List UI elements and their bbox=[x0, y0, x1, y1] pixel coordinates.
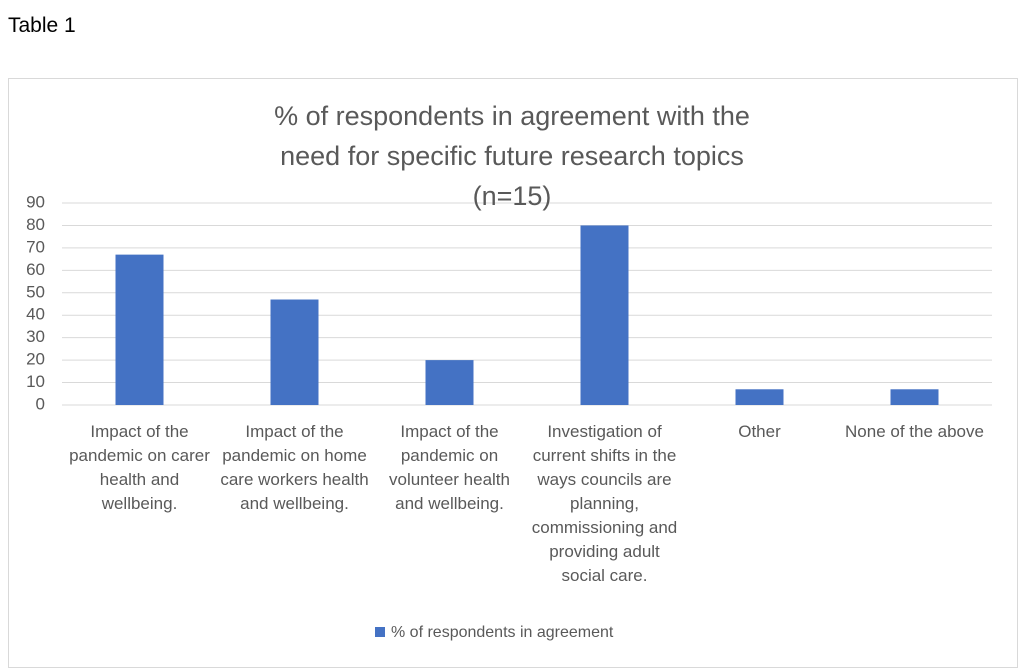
bar bbox=[425, 360, 474, 405]
y-tick-label: 20 bbox=[26, 350, 45, 369]
y-tick-label: 50 bbox=[26, 282, 45, 301]
x-tick-label: Impact of the pandemic on home care work… bbox=[220, 422, 369, 513]
chart-frame bbox=[8, 78, 1018, 668]
legend-label: % of respondents in agreement bbox=[391, 624, 614, 641]
heading: Table 1 bbox=[8, 14, 76, 37]
y-tick-label: 60 bbox=[26, 260, 45, 279]
bar bbox=[580, 225, 629, 405]
y-tick-label: 10 bbox=[26, 372, 45, 391]
bar bbox=[735, 389, 784, 405]
y-tick-label: 90 bbox=[26, 192, 45, 211]
x-tick-label: Other bbox=[738, 422, 781, 441]
chart-title: % of respondents in agreement with the n… bbox=[274, 101, 750, 211]
x-tick-label: Investigation of current shifts in the w… bbox=[531, 422, 678, 585]
y-tick-label: 40 bbox=[26, 305, 45, 324]
legend-swatch bbox=[375, 627, 385, 637]
bar bbox=[270, 299, 319, 405]
bar bbox=[115, 254, 164, 405]
y-tick-label: 30 bbox=[26, 327, 45, 346]
x-tick-label: Impact of the pandemic on carer health a… bbox=[69, 422, 210, 513]
x-tick-label: None of the above bbox=[845, 422, 984, 441]
bar bbox=[890, 389, 939, 405]
x-tick-label: Impact of the pandemic on volunteer heal… bbox=[389, 422, 510, 513]
y-tick-label: 70 bbox=[26, 237, 45, 256]
y-tick-label: 0 bbox=[36, 394, 45, 413]
y-tick-label: 80 bbox=[26, 215, 45, 234]
